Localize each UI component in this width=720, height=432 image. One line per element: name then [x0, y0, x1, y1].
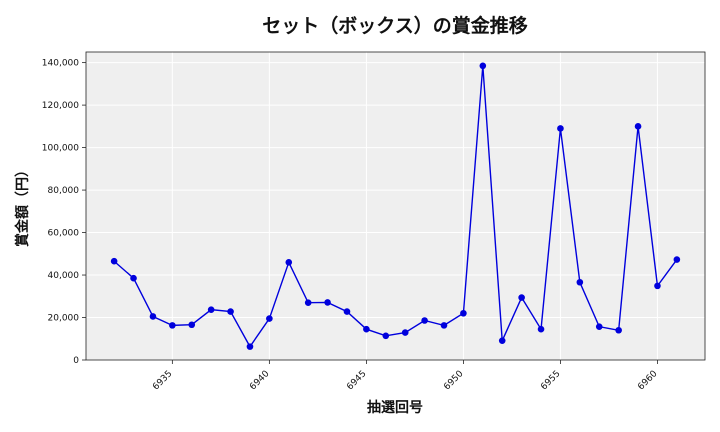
- grid: [86, 52, 705, 361]
- y-tick-label: 0: [73, 356, 79, 366]
- data-point: [363, 325, 370, 333]
- data-point: [169, 322, 176, 329]
- data-point: [576, 278, 584, 286]
- data-point: [654, 282, 661, 290]
- y-axis-label: 賞金額（円）: [14, 163, 31, 247]
- series-points: [110, 62, 681, 350]
- x-tick-label: 6960: [636, 369, 659, 392]
- data-point: [479, 62, 487, 70]
- data-point: [498, 337, 506, 344]
- data-point: [537, 325, 545, 333]
- data-point: [285, 258, 293, 266]
- data-point: [557, 125, 564, 132]
- plot-frame: [85, 51, 706, 361]
- y-tick-label: 40,000: [48, 271, 80, 281]
- data-point: [110, 257, 118, 265]
- data-point: [130, 274, 137, 282]
- data-point: [401, 329, 409, 336]
- x-tick-label: 6955: [539, 369, 562, 392]
- data-point: [304, 299, 312, 306]
- data-point: [460, 309, 467, 317]
- data-point: [421, 317, 428, 324]
- y-tick-label: 20,000: [48, 314, 80, 324]
- data-point: [673, 256, 681, 263]
- plot-area: [86, 52, 705, 360]
- y-axis-ticks: 0 20,000 40,000 60,000 80,000 100,000 120,000 1…: [42, 59, 86, 366]
- data-point: [634, 123, 642, 130]
- data-point: [518, 294, 525, 301]
- y-tick-label: 100,000: [42, 144, 79, 154]
- y-tick-label: 80,000: [48, 186, 80, 196]
- y-tick-label: 60,000: [48, 229, 80, 239]
- data-point: [188, 321, 196, 329]
- data-point: [595, 323, 603, 330]
- data-point: [324, 299, 331, 306]
- data-point: [207, 306, 215, 313]
- x-tick-label: 6950: [442, 369, 465, 392]
- x-tick-label: 6945: [345, 369, 368, 392]
- y-tick-label: 120,000: [42, 101, 79, 111]
- x-tick-label: 6935: [151, 369, 174, 392]
- x-axis-label: 抽選回号: [367, 399, 423, 416]
- data-point: [227, 308, 234, 315]
- data-point: [149, 313, 157, 320]
- data-point: [246, 343, 254, 350]
- chart-title: セット（ボックス）の賞金推移: [262, 14, 527, 37]
- series-line-layer: [113, 65, 678, 348]
- data-point: [343, 308, 351, 315]
- data-point: [440, 322, 448, 329]
- data-point: [266, 315, 273, 322]
- x-tick-label: 6940: [248, 369, 271, 392]
- data-point: [615, 326, 622, 334]
- series-line: [113, 65, 678, 348]
- data-point: [382, 332, 390, 340]
- y-tick-label: 140,000: [42, 59, 79, 69]
- x-axis-ticks: 6935 6940 6945 6950 6955 6960: [151, 360, 660, 392]
